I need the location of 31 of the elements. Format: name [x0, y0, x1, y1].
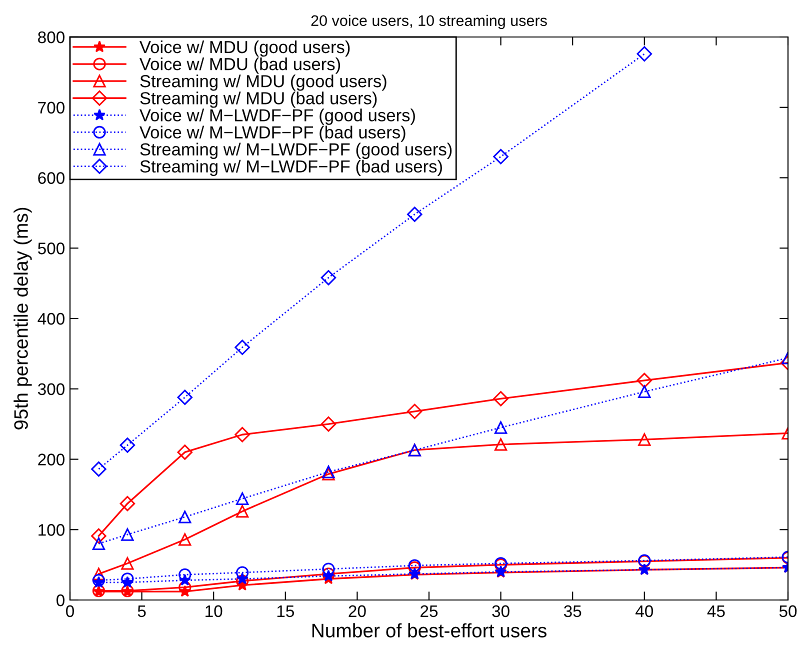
y-axis-title: 95th percentile delay (ms)	[14, 208, 32, 430]
y-tick-label: 700	[38, 102, 64, 114]
y-tick-label: 400	[38, 312, 64, 325]
legend-label: Streaming w/ MDU (bad users)	[140, 92, 377, 108]
x-tick-label: 45	[707, 605, 725, 618]
legend-label: Voice w/ MDU (good users)	[140, 40, 350, 57]
legend-label: Voice w/ MDU (bad users)	[140, 58, 340, 74]
x-tick-label: 0	[66, 605, 74, 618]
x-tick-label: 30	[492, 605, 510, 618]
y-tick-label: 500	[38, 242, 64, 254]
x-tick-label: 15	[277, 605, 294, 618]
x-tick-label: 25	[420, 605, 438, 618]
x-tick-label: 5	[138, 605, 146, 618]
chart-title: 20 voice users, 10 streaming users	[311, 14, 547, 30]
legend-label: Streaming w/ M−LWDF−PF (good users)	[140, 142, 452, 159]
y-tick-label: 200	[38, 454, 64, 466]
y-tick-label: 800	[38, 31, 64, 44]
x-tick-label: 10	[206, 605, 222, 618]
y-tick-label: 100	[38, 524, 64, 536]
legend-label: Voice w/ M−LWDF−PF (good users)	[140, 108, 415, 125]
y-tick-label: 600	[38, 172, 64, 184]
x-tick-label: 35	[564, 605, 582, 618]
legend-label: Streaming w/ M−LWDF−PF (bad users)	[140, 160, 442, 176]
y-tick-label: 300	[38, 383, 64, 396]
x-tick-label: 50	[779, 605, 797, 618]
x-tick-label: 40	[636, 605, 654, 618]
legend-label: Streaming w/ MDU (good users)	[140, 74, 386, 91]
x-tick-label: 20	[348, 605, 366, 618]
legend-label: Voice w/ M−LWDF−PF (bad users)	[140, 126, 406, 142]
x-axis-title: Number of best-effort users	[312, 623, 546, 638]
y-tick-label: 0	[56, 594, 64, 606]
